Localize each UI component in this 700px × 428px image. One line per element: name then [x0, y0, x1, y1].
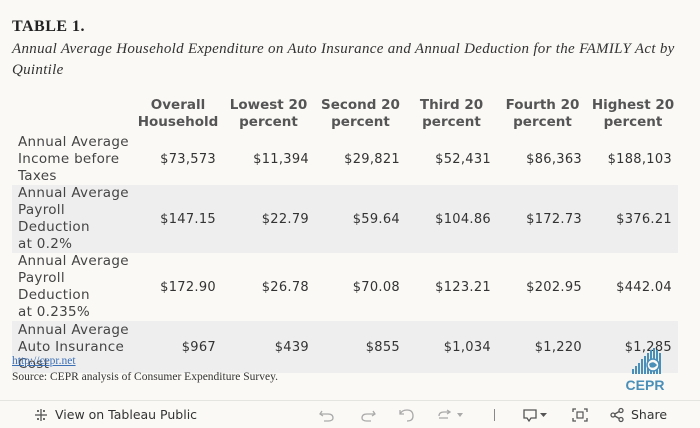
undo-button[interactable] — [318, 401, 336, 428]
value-cell: $11,394 — [253, 151, 309, 167]
row-label-line: Payroll Deduction — [18, 270, 90, 303]
row-label-line: Annual Average — [18, 185, 129, 201]
column-header: Highest 20 percent — [588, 97, 678, 133]
cepr-logo-mark — [632, 348, 661, 374]
column-header-line: Overall — [150, 97, 206, 113]
cepr-link[interactable]: http://cepr.net — [12, 355, 76, 367]
value-cell: $1,034 — [406, 321, 497, 373]
cepr-logo: CEPR — [626, 348, 665, 393]
column-header-line: Fourth 20 — [505, 97, 580, 113]
table-title: TABLE 1. — [12, 18, 86, 35]
table-row: Annual Average Payroll Deduction at 0.2% $1… — [12, 185, 678, 253]
value-cell: $73,573 — [160, 151, 216, 167]
row-label-line: Payroll Deduction — [18, 202, 90, 235]
fullscreen-icon — [572, 407, 588, 422]
value-cell: $52,431 — [435, 151, 491, 167]
chevron-down-icon — [540, 412, 547, 417]
row-label-line: Taxes — [18, 167, 57, 184]
table-row: Annual Average Payroll Deduction at 0.235%… — [12, 253, 678, 321]
value-cell: $59.64 — [315, 185, 406, 253]
column-header: Third 20 percent — [406, 97, 497, 133]
row-label: Annual Average Income before Taxes — [12, 133, 134, 185]
row-label: Annual Average Payroll Deduction at 0.2% — [12, 185, 134, 253]
pause-refresh-button[interactable] — [436, 401, 464, 428]
header-row: Overall Household Lowest 20 percent Second 2… — [12, 97, 678, 133]
value-cell: $123.21 — [435, 279, 491, 295]
column-header: Second 20 percent — [315, 97, 406, 133]
column-header-line: Household — [137, 114, 219, 130]
column-header-line: percent — [603, 114, 663, 130]
row-label-line: Annual Average — [18, 253, 129, 269]
cepr-logo-text: CEPR — [626, 377, 665, 393]
value-cell: $202.95 — [526, 279, 582, 295]
table-row: Annual Average Auto Insurance Cost $967 $439… — [12, 321, 678, 373]
column-header-line: Third 20 — [419, 97, 484, 113]
undo-icon — [319, 410, 334, 422]
row-label-line: at 0.2% — [18, 236, 73, 252]
fullscreen-button[interactable] — [571, 401, 589, 428]
share-label: Share — [631, 407, 668, 422]
share-icon — [610, 407, 624, 422]
column-header-line: Second 20 — [321, 97, 400, 113]
value-cell: $26.78 — [261, 279, 309, 295]
redo-button[interactable] — [359, 401, 377, 428]
value-cell: $22.79 — [222, 185, 315, 253]
value-cell: $188,103 — [607, 151, 672, 167]
value-cell: $376.21 — [588, 185, 678, 253]
value-cell: $70.08 — [352, 279, 400, 295]
value-cell: $855 — [315, 321, 406, 373]
column-header: Fourth 20 percent — [497, 97, 588, 133]
viz-area: TABLE 1. Annual Average Household Expend… — [12, 18, 678, 393]
tableau-toolbar: View on Tableau Public — [0, 400, 700, 428]
value-cell: $439 — [222, 321, 315, 373]
refresh-icon — [438, 408, 452, 419]
row-label-header — [12, 97, 134, 133]
row-label: Annual Average Payroll Deduction at 0.235% — [12, 253, 134, 321]
view-on-tableau-button[interactable]: View on Tableau Public — [33, 401, 197, 428]
tableau-icon — [35, 408, 47, 421]
column-header-line: percent — [422, 114, 481, 130]
revert-button[interactable] — [398, 401, 416, 428]
column-header: Lowest 20 percent — [222, 97, 315, 133]
value-cell: $1,220 — [497, 321, 588, 373]
download-button[interactable] — [521, 401, 548, 428]
column-header-line: Highest 20 — [591, 97, 675, 113]
column-header: Overall Household — [134, 97, 222, 133]
table-body: Annual Average Income before Taxes $73,573 $… — [12, 133, 678, 373]
table-row: Annual Average Income before Taxes $73,573 $… — [12, 133, 678, 185]
value-cell: $29,821 — [344, 151, 400, 167]
redo-icon — [361, 410, 376, 422]
view-on-tableau-label: View on Tableau Public — [55, 407, 198, 422]
source-note: Source: CEPR analysis of Consumer Expend… — [12, 371, 278, 383]
data-table: Overall Household Lowest 20 percent Second 2… — [12, 97, 678, 373]
value-cell: $86,363 — [526, 151, 582, 167]
row-label-line: Annual Average — [18, 133, 129, 150]
value-cell: $147.15 — [134, 185, 222, 253]
revert-icon — [399, 408, 414, 422]
column-header-line: percent — [331, 114, 390, 130]
chevron-down-icon — [457, 412, 463, 417]
row-label-line: at 0.235% — [18, 304, 91, 320]
row-label: Annual Average Auto Insurance Cost — [12, 321, 134, 373]
column-header-line: percent — [239, 114, 298, 130]
row-label-line: Cost — [18, 355, 50, 372]
value-cell: $172.73 — [497, 185, 588, 253]
column-header-line: percent — [513, 114, 572, 130]
value-cell: $442.04 — [616, 279, 672, 295]
value-cell: $967 — [134, 321, 222, 373]
value-cell: $104.86 — [406, 185, 497, 253]
share-button[interactable]: Share — [609, 401, 667, 428]
column-header-line: Lowest 20 — [229, 97, 308, 113]
value-cell: $172.90 — [160, 279, 216, 295]
table-subtitle: Annual Average Household Expenditure on … — [12, 41, 675, 78]
toolbar-divider — [494, 409, 495, 421]
download-icon — [523, 408, 537, 422]
row-label-line: Income before — [18, 150, 120, 167]
row-label-line: Annual Average — [18, 321, 129, 338]
row-label-line: Auto Insurance — [18, 338, 125, 355]
value-cell: $1,285 — [588, 321, 678, 373]
